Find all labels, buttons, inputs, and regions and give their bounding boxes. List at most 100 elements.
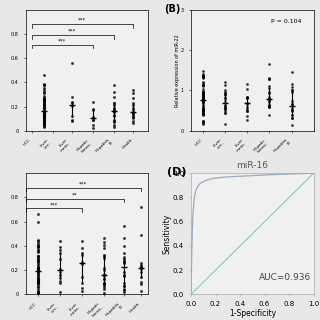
Point xyxy=(35,278,40,283)
Point xyxy=(101,236,107,241)
Y-axis label: Sensitivity: Sensitivity xyxy=(163,214,172,254)
Point xyxy=(35,243,40,248)
Point xyxy=(70,117,75,122)
Point xyxy=(79,251,84,256)
Point xyxy=(35,289,40,294)
Point xyxy=(57,275,62,280)
Point xyxy=(223,87,228,92)
Point xyxy=(101,239,107,244)
Point xyxy=(35,265,40,270)
Point xyxy=(41,82,46,87)
Point xyxy=(121,284,126,289)
Point xyxy=(201,75,206,80)
Point xyxy=(267,103,272,108)
Point xyxy=(35,237,40,242)
Point xyxy=(35,266,40,271)
Point xyxy=(201,99,206,104)
Point xyxy=(267,76,272,81)
Point xyxy=(111,106,116,111)
Text: P = 0.104: P = 0.104 xyxy=(271,19,301,24)
Point xyxy=(131,109,136,114)
Point xyxy=(35,290,40,295)
Point xyxy=(35,275,40,280)
Point xyxy=(201,109,206,114)
Point xyxy=(223,99,228,104)
Point xyxy=(35,285,40,290)
Point xyxy=(41,93,46,98)
Point xyxy=(245,96,250,101)
Point xyxy=(41,111,46,116)
Point xyxy=(57,239,62,244)
Point xyxy=(289,116,294,121)
Point xyxy=(41,82,46,87)
Point xyxy=(35,254,40,259)
Point xyxy=(41,95,46,100)
Point xyxy=(245,101,250,106)
Point xyxy=(111,113,116,118)
Point xyxy=(201,93,206,98)
Point xyxy=(35,256,40,261)
Point xyxy=(267,90,272,95)
Point xyxy=(138,288,143,293)
Point xyxy=(201,120,206,125)
Point xyxy=(35,277,40,282)
Point xyxy=(91,125,96,131)
Point xyxy=(41,98,46,103)
Point xyxy=(41,102,46,107)
Point xyxy=(41,115,46,120)
Point xyxy=(35,268,40,273)
Point xyxy=(201,100,206,105)
Point xyxy=(101,268,107,273)
Point xyxy=(101,287,107,292)
Point xyxy=(121,260,126,265)
Point xyxy=(41,87,46,92)
Point xyxy=(131,115,136,120)
Point xyxy=(289,85,294,90)
Point xyxy=(35,220,40,225)
Point xyxy=(35,259,40,264)
Point xyxy=(101,291,107,296)
Point xyxy=(35,261,40,266)
Point xyxy=(121,273,126,278)
Point xyxy=(70,114,75,119)
X-axis label: 1-Specificity: 1-Specificity xyxy=(229,309,276,318)
Point xyxy=(201,118,206,124)
Point xyxy=(201,97,206,102)
Point xyxy=(41,115,46,120)
Point xyxy=(41,115,46,120)
Point xyxy=(201,84,206,89)
Point xyxy=(57,245,62,250)
Point xyxy=(111,108,116,114)
Point xyxy=(201,97,206,102)
Y-axis label: Relative expression of miR-22: Relative expression of miR-22 xyxy=(175,34,180,107)
Point xyxy=(201,106,206,111)
Point xyxy=(201,90,206,95)
Point xyxy=(138,265,143,270)
Point xyxy=(201,80,206,85)
Point xyxy=(267,104,272,109)
Point xyxy=(289,107,294,112)
Point xyxy=(41,105,46,110)
Point xyxy=(138,270,143,275)
Point xyxy=(289,105,294,110)
Point xyxy=(41,123,46,128)
Point xyxy=(223,110,228,115)
Point xyxy=(201,94,206,100)
Point xyxy=(131,114,136,119)
Point xyxy=(201,121,206,126)
Point xyxy=(79,239,84,244)
Point xyxy=(138,263,143,268)
Point xyxy=(91,117,96,122)
Point xyxy=(35,266,40,271)
Point xyxy=(35,248,40,253)
Text: ***: *** xyxy=(50,202,58,207)
Point xyxy=(41,98,46,103)
Point xyxy=(201,73,206,78)
Point xyxy=(35,247,40,252)
Point xyxy=(223,82,228,87)
Point xyxy=(267,113,272,118)
Point xyxy=(201,83,206,88)
Point xyxy=(41,117,46,122)
Point xyxy=(223,121,228,126)
Point xyxy=(267,90,272,95)
